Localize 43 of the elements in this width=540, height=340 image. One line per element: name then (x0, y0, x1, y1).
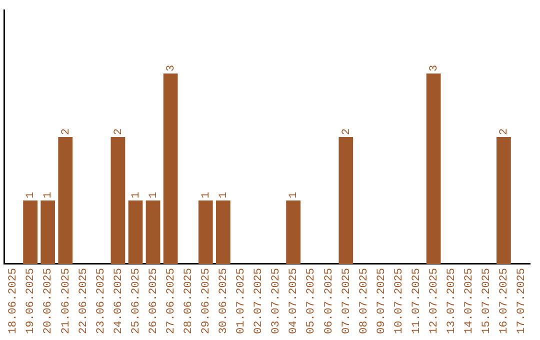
data-label: 3 (165, 64, 178, 72)
x-tick-label: 09.07.2025 (376, 268, 388, 334)
data-label: 1 (200, 191, 213, 198)
x-tick-label: 24.06.2025 (112, 268, 125, 334)
data-label: 3 (428, 64, 440, 72)
x-tick-label: 08.07.2025 (358, 268, 370, 334)
x-tick-label: 27.06.2025 (165, 268, 178, 334)
data-label: 1 (130, 191, 142, 198)
x-tick-label: 01.07.2025 (236, 268, 248, 334)
x-tick-label: 03.07.2025 (270, 268, 283, 334)
x-tick-label: 23.06.2025 (95, 268, 108, 334)
data-label: 2 (340, 128, 353, 135)
x-tick-label: 02.07.2025 (253, 268, 266, 334)
x-tick-label: 18.06.2025 (8, 268, 20, 334)
data-label: 2 (60, 128, 72, 135)
x-tick-label: 15.07.2025 (481, 268, 494, 334)
x-tick-label: 06.07.2025 (323, 268, 336, 334)
data-label: 1 (148, 191, 160, 198)
data-label: 1 (25, 191, 38, 198)
x-tick-label: 30.06.2025 (218, 268, 230, 334)
x-tick-label: 22.06.2025 (78, 268, 90, 334)
x-tick-label: 21.06.2025 (60, 268, 72, 334)
x-tick-label: 25.06.2025 (130, 268, 142, 334)
x-tick-label: 10.07.2025 (393, 268, 406, 334)
x-tick-label: 17.07.2025 (516, 268, 528, 334)
x-tick-label: 26.06.2025 (148, 268, 160, 334)
x-tick-label: 14.07.2025 (464, 268, 476, 334)
x-tick-label: 29.06.2025 (200, 268, 213, 334)
x-tick-label: 05.07.2025 (306, 268, 318, 334)
x-tick-label: 19.06.2025 (25, 268, 38, 334)
data-label: 2 (498, 128, 511, 135)
data-label: 1 (218, 191, 230, 198)
data-label: 1 (288, 191, 300, 198)
x-tick-label: 04.07.2025 (288, 268, 300, 334)
x-tick-label: 12.07.2025 (428, 268, 440, 334)
x-tick-label: 13.07.2025 (446, 268, 458, 334)
data-label: 2 (112, 128, 125, 135)
x-tick-label: 07.07.2025 (340, 268, 353, 334)
x-tick-label: 11.07.2025 (410, 268, 423, 334)
x-tick-label: 28.06.2025 (183, 268, 196, 334)
x-tick-label: 20.06.2025 (42, 268, 55, 334)
data-label: 1 (42, 191, 55, 198)
x-tick-label: 16.07.2025 (498, 268, 511, 334)
